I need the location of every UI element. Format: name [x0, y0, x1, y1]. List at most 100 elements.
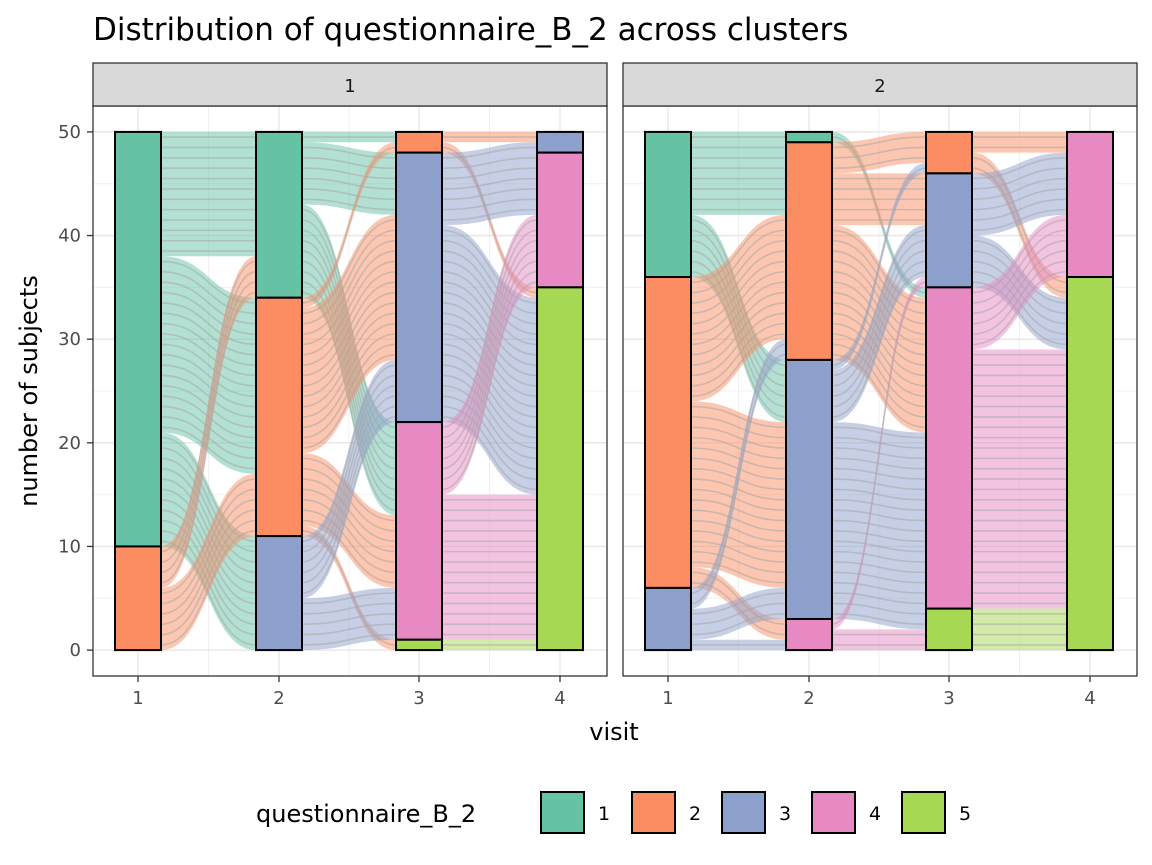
alluvium-layer — [690, 131, 1068, 651]
facet-panel-2: 2 1 2 3 4 — [622, 62, 1138, 709]
subject-strand — [160, 271, 257, 315]
y-tick-label: 0 — [70, 640, 81, 661]
subject-strand — [160, 291, 257, 335]
legend-label: 3 — [779, 803, 791, 825]
subject-strand — [831, 167, 927, 366]
subject-strand — [441, 364, 538, 439]
alluvium-band — [161, 131, 256, 257]
subject-strand — [441, 281, 538, 491]
subject-strand — [831, 343, 927, 418]
subject-strand — [441, 167, 538, 180]
legend-item-3: 3 — [721, 791, 791, 834]
subject-strand — [690, 239, 787, 304]
subject-strand — [301, 499, 397, 563]
subject-strand — [160, 499, 257, 615]
x-tick-label: 1 — [132, 688, 143, 709]
alluvium-band — [442, 152, 537, 226]
subject-strand — [301, 333, 397, 429]
subject-strand — [301, 188, 397, 201]
facet-strip — [92, 62, 608, 107]
subject-strand — [441, 177, 538, 190]
subject-strand — [690, 447, 787, 470]
alluvium-band — [302, 214, 396, 454]
subject-strand — [441, 198, 538, 211]
subject-strand — [301, 374, 397, 553]
subject-strand — [301, 322, 397, 418]
y-tick-label: 50 — [58, 122, 81, 143]
subject-strand — [160, 530, 257, 646]
stratum-bar — [1066, 276, 1114, 652]
facet-strip — [622, 62, 1138, 107]
subject-strand — [160, 322, 257, 366]
y-axis-title: number of subjects — [15, 275, 43, 507]
subject-strand — [301, 592, 397, 605]
stratum-bar — [925, 172, 973, 289]
subject-strand — [831, 571, 927, 584]
subject-strand — [160, 457, 257, 563]
subject-strand — [971, 157, 1068, 180]
subject-strand — [831, 229, 927, 377]
subject-strand — [441, 250, 538, 460]
subject-strand — [301, 146, 397, 304]
subject-strand — [690, 530, 787, 553]
subject-strand — [160, 478, 257, 594]
x-tick-label: 3 — [413, 688, 424, 709]
subject-strand — [690, 436, 787, 460]
subject-strand — [831, 157, 927, 169]
subject-strand — [831, 136, 927, 149]
subject-strand — [301, 198, 397, 211]
subject-strand — [831, 239, 927, 315]
subject-strand — [301, 312, 397, 408]
subject-strand — [160, 488, 257, 605]
alluvium-band — [832, 598, 926, 630]
subject-strand — [441, 239, 538, 315]
subject-strand — [160, 364, 257, 408]
subject-strand — [301, 488, 397, 553]
subject-strand — [301, 239, 397, 335]
subject-strand — [301, 353, 397, 449]
subject-strand — [690, 343, 787, 594]
subject-strand — [301, 302, 397, 397]
stratum-bar — [925, 286, 973, 610]
subject-strand — [301, 416, 397, 594]
subject-strand — [301, 405, 397, 584]
stratum-bar — [114, 545, 162, 652]
subject-strand — [301, 250, 397, 346]
subject-strand — [971, 271, 1068, 346]
subject-strand — [301, 157, 397, 169]
subject-strand — [690, 592, 787, 615]
subject-strand — [831, 581, 927, 594]
subject-strand — [160, 509, 257, 625]
subject-strand — [831, 146, 927, 159]
stratum-bar — [114, 130, 162, 548]
subject-strand — [831, 602, 927, 615]
alluvium-band — [691, 401, 786, 588]
chart-title: Distribution of questionnaire_B_2 across… — [93, 12, 848, 48]
subject-strand — [301, 260, 397, 356]
x-tick-label: 4 — [554, 688, 565, 709]
subject-strand — [441, 271, 538, 480]
stratum-bar — [536, 286, 584, 652]
subject-strand — [831, 426, 927, 439]
legend-label: 4 — [869, 803, 881, 825]
subject-strand — [690, 281, 787, 346]
subject-strand — [971, 229, 1068, 304]
subject-strand — [160, 281, 257, 574]
legend-swatch — [721, 791, 766, 834]
subject-strand — [831, 561, 927, 574]
subject-strand — [160, 333, 257, 377]
subject-strand — [441, 271, 538, 346]
subject-strand — [831, 322, 927, 397]
subject-strand — [831, 333, 927, 408]
alluvium-band — [972, 152, 1067, 236]
subject-strand — [301, 602, 397, 615]
subject-strand — [831, 260, 927, 408]
subject-strand — [831, 457, 927, 470]
subject-strand — [301, 343, 397, 439]
x-tick-label: 1 — [662, 688, 673, 709]
subject-strand — [441, 219, 538, 429]
facet-strip-label: 2 — [874, 76, 885, 97]
subject-strand — [160, 447, 257, 553]
subject-strand — [831, 250, 927, 325]
subject-strand — [441, 229, 538, 439]
